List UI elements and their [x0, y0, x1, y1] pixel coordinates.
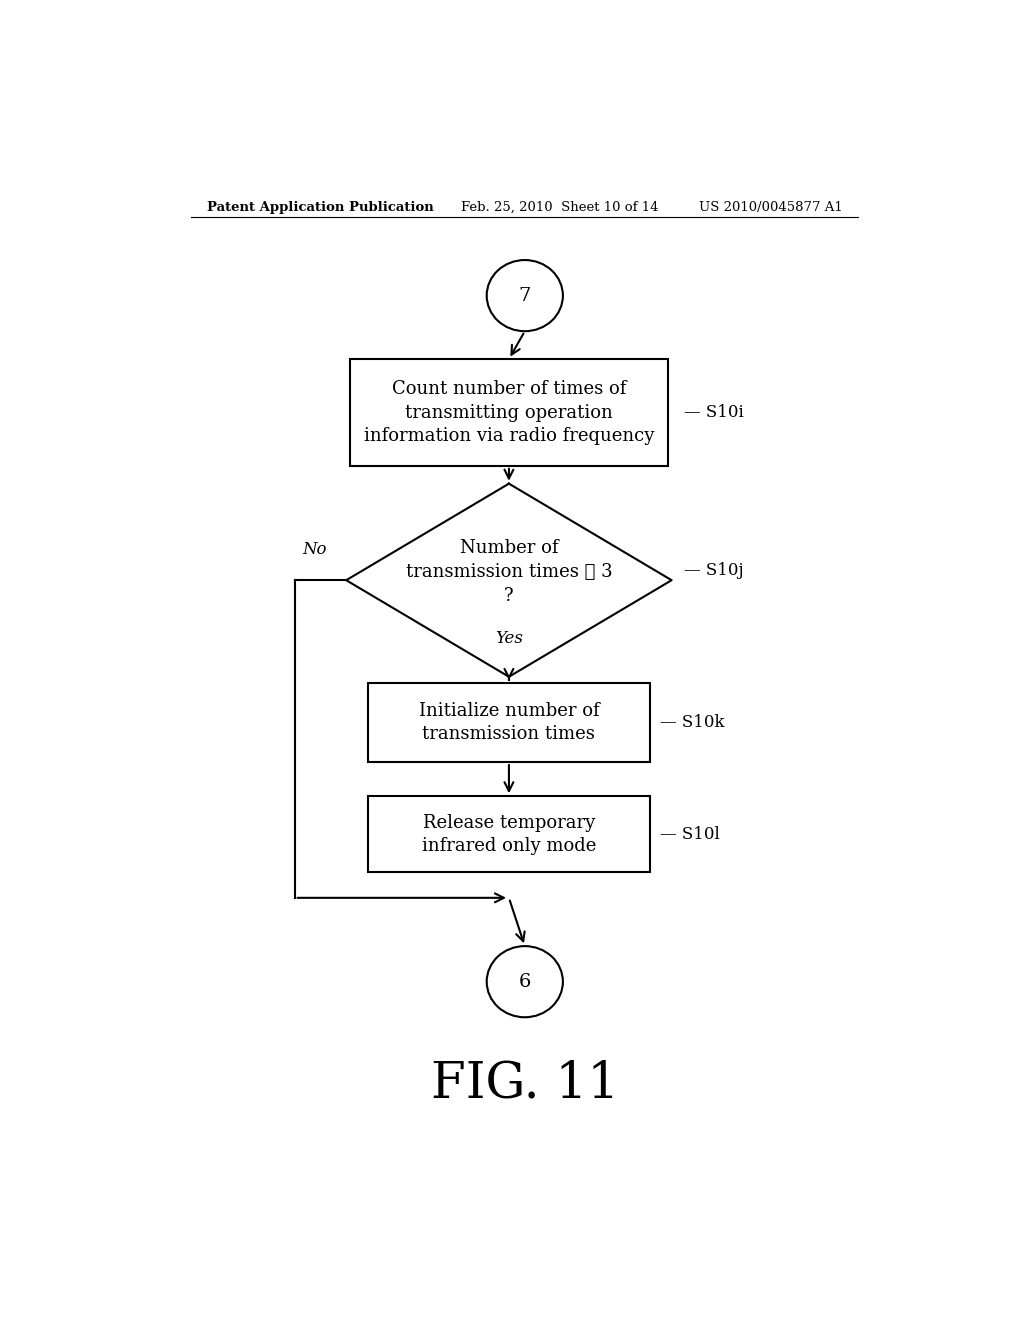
Text: US 2010/0045877 A1: US 2010/0045877 A1 [699, 201, 843, 214]
Text: — S10j: — S10j [684, 561, 743, 578]
Text: — S10k: — S10k [659, 714, 724, 731]
Text: Release temporary
infrared only mode: Release temporary infrared only mode [422, 813, 596, 855]
Text: Feb. 25, 2010  Sheet 10 of 14: Feb. 25, 2010 Sheet 10 of 14 [461, 201, 658, 214]
Text: Yes: Yes [495, 630, 523, 647]
Text: 7: 7 [518, 286, 531, 305]
Text: 6: 6 [518, 973, 531, 991]
Text: Number of
transmission times ≧ 3
?: Number of transmission times ≧ 3 ? [406, 540, 612, 605]
FancyBboxPatch shape [368, 796, 650, 873]
Text: Patent Application Publication: Patent Application Publication [207, 201, 434, 214]
Text: Initialize number of
transmission times: Initialize number of transmission times [419, 702, 599, 743]
Text: No: No [302, 541, 327, 558]
FancyBboxPatch shape [368, 682, 650, 762]
FancyBboxPatch shape [350, 359, 668, 466]
Text: FIG. 11: FIG. 11 [431, 1059, 618, 1107]
Text: Count number of times of
transmitting operation
information via radio frequency: Count number of times of transmitting op… [364, 380, 654, 445]
Text: — S10i: — S10i [684, 404, 743, 421]
Text: — S10l: — S10l [659, 826, 720, 842]
